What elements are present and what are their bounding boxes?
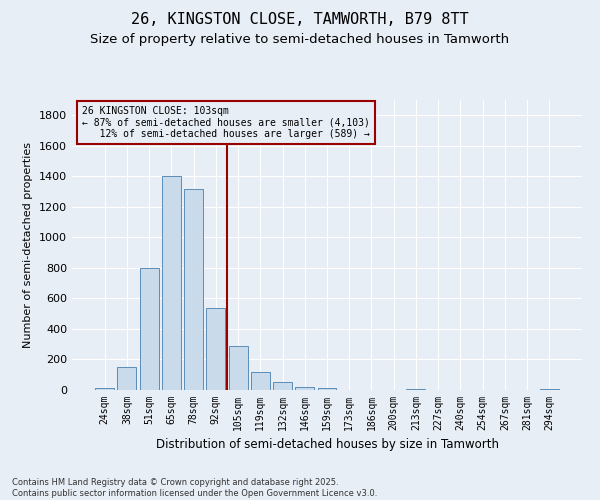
Y-axis label: Number of semi-detached properties: Number of semi-detached properties	[23, 142, 34, 348]
Bar	[273, 382, 292, 390]
Bar	[95, 388, 114, 390]
Bar	[140, 268, 158, 390]
Bar	[118, 367, 136, 390]
X-axis label: Distribution of semi-detached houses by size in Tamworth: Distribution of semi-detached houses by …	[155, 438, 499, 452]
Text: Size of property relative to semi-detached houses in Tamworth: Size of property relative to semi-detach…	[91, 32, 509, 46]
Bar	[406, 389, 425, 390]
Bar	[162, 176, 181, 390]
Text: Contains HM Land Registry data © Crown copyright and database right 2025.
Contai: Contains HM Land Registry data © Crown c…	[12, 478, 377, 498]
Bar	[540, 389, 559, 390]
Text: 26 KINGSTON CLOSE: 103sqm
← 87% of semi-detached houses are smaller (4,103)
   1: 26 KINGSTON CLOSE: 103sqm ← 87% of semi-…	[82, 106, 370, 139]
Bar	[184, 188, 203, 390]
Bar	[206, 308, 225, 390]
Bar	[295, 387, 314, 390]
Bar	[317, 388, 337, 390]
Text: 26, KINGSTON CLOSE, TAMWORTH, B79 8TT: 26, KINGSTON CLOSE, TAMWORTH, B79 8TT	[131, 12, 469, 28]
Bar	[251, 372, 270, 390]
Bar	[229, 346, 248, 390]
